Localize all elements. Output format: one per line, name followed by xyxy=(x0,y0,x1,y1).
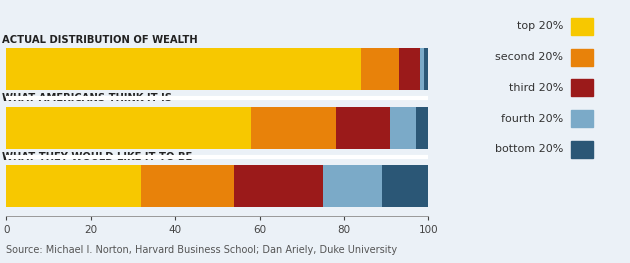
Bar xyxy=(571,48,593,65)
Bar xyxy=(382,165,428,208)
Bar xyxy=(416,107,428,149)
Bar xyxy=(234,165,323,208)
Bar xyxy=(361,48,399,90)
Bar xyxy=(571,141,593,158)
Bar xyxy=(571,79,593,97)
Text: bottom 20%: bottom 20% xyxy=(495,144,563,154)
Bar xyxy=(420,48,424,90)
Text: top 20%: top 20% xyxy=(517,21,563,31)
Text: second 20%: second 20% xyxy=(495,52,563,62)
Bar xyxy=(6,48,361,90)
Bar xyxy=(571,110,593,127)
Bar xyxy=(391,107,416,149)
Bar xyxy=(323,165,382,208)
Text: Source: Michael I. Norton, Harvard Business School; Dan Ariely, Duke University: Source: Michael I. Norton, Harvard Busin… xyxy=(6,245,398,255)
Text: fourth 20%: fourth 20% xyxy=(501,114,563,124)
Bar xyxy=(336,107,391,149)
Bar xyxy=(6,107,251,149)
Text: WHAT AMERICANS THINK IT IS: WHAT AMERICANS THINK IT IS xyxy=(2,93,172,103)
Bar xyxy=(571,18,593,35)
Bar xyxy=(6,165,141,208)
Text: WHAT THEY WOULD LIKE IT TO BE: WHAT THEY WOULD LIKE IT TO BE xyxy=(2,152,192,162)
Bar xyxy=(399,48,420,90)
Text: third 20%: third 20% xyxy=(509,83,563,93)
Bar xyxy=(424,48,428,90)
Bar xyxy=(141,165,234,208)
Bar xyxy=(251,107,336,149)
Text: ACTUAL DISTRIBUTION OF WEALTH: ACTUAL DISTRIBUTION OF WEALTH xyxy=(2,34,198,44)
